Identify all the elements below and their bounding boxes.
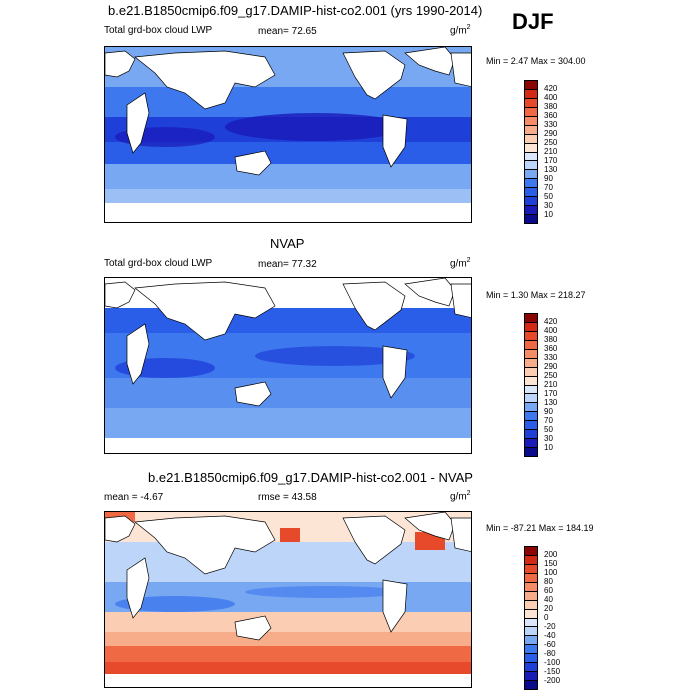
panel3-rmse: rmse = 43.58 [258, 492, 317, 503]
colorbar-tick: 210 [544, 147, 558, 156]
panel3-map-graphic [105, 512, 471, 687]
colorbar-tick: 80 [544, 577, 553, 586]
colorbar-tick: 420 [544, 84, 558, 93]
colorbar-tick: 130 [544, 165, 558, 174]
colorbar-tick: 30 [544, 201, 553, 210]
colorbar-tick: 330 [544, 353, 558, 362]
panel1-map [104, 46, 472, 223]
colorbar-tick: -20 [544, 622, 556, 631]
colorbar-tick: -100 [544, 658, 561, 667]
panel2-minmax: Min = 1.30 Max = 218.27 [486, 290, 586, 300]
colorbar-tick: 40 [544, 595, 553, 604]
colorbar-tick: 150 [544, 559, 558, 568]
colorbar-tick: 30 [544, 434, 553, 443]
colorbar-tick: 0 [544, 613, 549, 622]
colorbar-tick: 70 [544, 183, 553, 192]
colorbar-tick: 70 [544, 416, 553, 425]
colorbar-tick: 10 [544, 443, 553, 452]
colorbar-tick: 10 [544, 210, 553, 219]
colorbar-tick: 60 [544, 586, 553, 595]
panel3-map [104, 511, 472, 688]
panel1-mean: mean= 72.65 [258, 26, 317, 37]
colorbar-tick: 400 [544, 93, 558, 102]
panel1-colorbar [524, 80, 538, 224]
panel1-units: g/m2 [450, 24, 471, 37]
colorbar-tick: 200 [544, 550, 558, 559]
colorbar-tick: 250 [544, 371, 558, 380]
colorbar-tick: 210 [544, 380, 558, 389]
colorbar-tick: 170 [544, 156, 558, 165]
colorbar-tick: -150 [544, 667, 561, 676]
panel2-title: NVAP [270, 236, 305, 251]
colorbar-tick: -200 [544, 676, 561, 685]
panel3-colorbar [524, 546, 538, 690]
panel3-units: g/m2 [450, 490, 471, 503]
colorbar-tick: 100 [544, 568, 558, 577]
colorbar-tick: -40 [544, 631, 556, 640]
colorbar-tick: 330 [544, 120, 558, 129]
colorbar-tick: 130 [544, 398, 558, 407]
colorbar-tick: 380 [544, 102, 558, 111]
panel2-map [104, 277, 472, 454]
colorbar-tick: 380 [544, 335, 558, 344]
colorbar-tick: 400 [544, 326, 558, 335]
panel3-mean: mean = -4.67 [104, 492, 164, 503]
colorbar-tick: 250 [544, 138, 558, 147]
colorbar-tick: 290 [544, 129, 558, 138]
panel2-mean: mean= 77.32 [258, 259, 317, 270]
colorbar-tick: -60 [544, 640, 556, 649]
colorbar-tick: 170 [544, 389, 558, 398]
panel1-map-graphic [105, 47, 471, 222]
panel1-minmax: Min = 2.47 Max = 304.00 [486, 56, 586, 66]
colorbar-tick: 420 [544, 317, 558, 326]
colorbar-tick: 20 [544, 604, 553, 613]
panel2-map-graphic [105, 278, 471, 453]
panel3-minmax: Min = -87.21 Max = 184.19 [486, 523, 594, 533]
colorbar-tick: 290 [544, 362, 558, 371]
colorbar-tick: 360 [544, 344, 558, 353]
colorbar-tick: 50 [544, 192, 553, 201]
colorbar-tick: 360 [544, 111, 558, 120]
panel1-title: b.e21.B1850cmip6.f09_g17.DAMIP-hist-co2.… [108, 3, 483, 18]
season-label: DJF [512, 9, 554, 34]
panel1-variable-label: Total grd-box cloud LWP [104, 25, 213, 36]
panel3-title: b.e21.B1850cmip6.f09_g17.DAMIP-hist-co2.… [148, 470, 473, 485]
panel2-colorbar [524, 313, 538, 457]
colorbar-tick: 90 [544, 174, 553, 183]
colorbar-tick: 50 [544, 425, 553, 434]
panel2-units: g/m2 [450, 257, 471, 270]
colorbar-tick: -80 [544, 649, 556, 658]
colorbar-tick: 90 [544, 407, 553, 416]
panel2-variable-label: Total grd-box cloud LWP [104, 258, 213, 269]
